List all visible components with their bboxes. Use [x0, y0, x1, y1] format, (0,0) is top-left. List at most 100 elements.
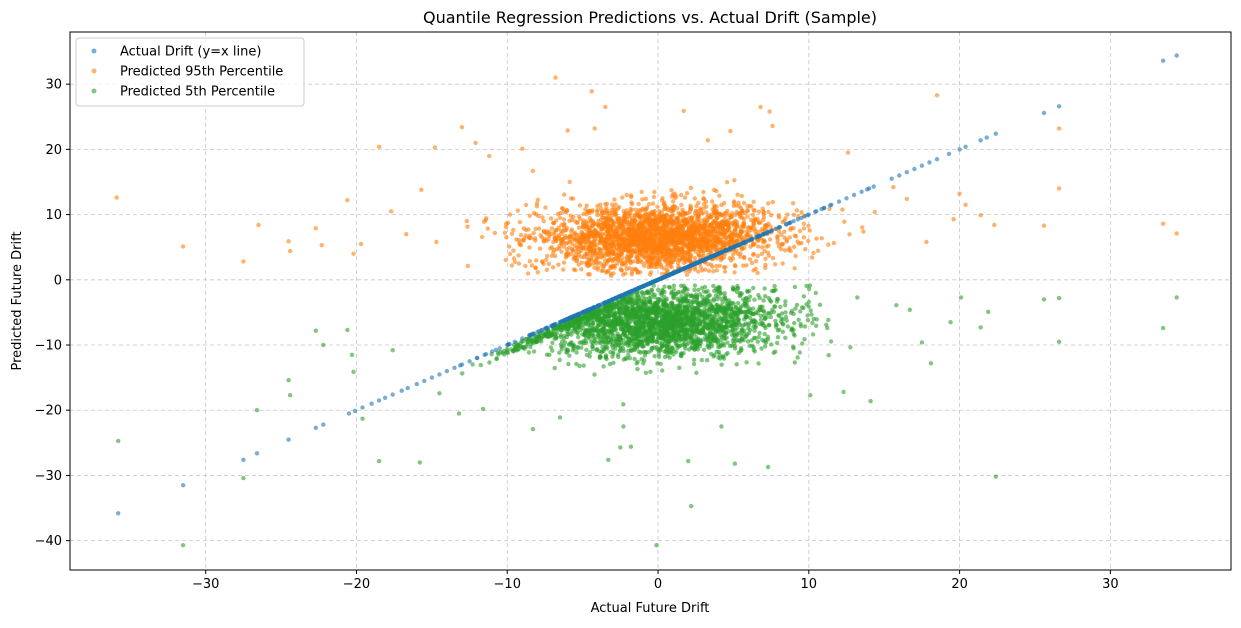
predicted-95th-point — [619, 233, 623, 237]
predicted-95th-point — [794, 234, 798, 238]
predicted-5th-point — [622, 357, 626, 361]
predicted-95th-point — [603, 254, 607, 258]
predicted-95th-point — [680, 226, 684, 230]
predicted-5th-point — [713, 313, 717, 317]
predicted-5th-point — [576, 335, 580, 339]
predicted-95th-point — [524, 233, 528, 237]
predicted-5th-point — [679, 284, 683, 288]
predicted-95th-point — [705, 215, 709, 219]
predicted-95th-point — [680, 208, 684, 212]
predicted-95th-point — [690, 215, 694, 219]
predicted-5th-point — [740, 291, 744, 295]
predicted-5th-point — [553, 366, 557, 370]
predicted-95th-point — [762, 238, 766, 242]
predicted-5th-point — [805, 313, 809, 317]
predicted-95th-point — [320, 243, 324, 247]
predicted-95th-point — [751, 253, 755, 257]
predicted-95th-point — [550, 226, 554, 230]
predicted-95th-point — [351, 252, 355, 256]
predicted-95th-point — [466, 264, 470, 268]
predicted-5th-point — [783, 303, 787, 307]
predicted-95th-point — [710, 222, 714, 226]
predicted-95th-point — [808, 228, 812, 232]
predicted-95th-point — [660, 239, 664, 243]
predicted-95th-point — [562, 236, 566, 240]
predicted-5th-point — [618, 349, 622, 353]
predicted-95th-point — [612, 197, 616, 201]
predicted-5th-point — [705, 358, 709, 362]
predicted-95th-point — [811, 251, 815, 255]
predicted-5th-point — [776, 335, 780, 339]
predicted-95th-point — [629, 200, 633, 204]
predicted-95th-point — [712, 210, 716, 214]
predicted-95th-point — [535, 204, 539, 208]
predicted-95th-point — [518, 220, 522, 224]
predicted-5th-point — [716, 285, 720, 289]
predicted-95th-point — [620, 261, 624, 265]
predicted-5th-point — [636, 360, 640, 364]
predicted-95th-point — [693, 228, 697, 232]
predicted-95th-point — [547, 234, 551, 238]
predicted-5th-point — [681, 342, 685, 346]
predicted-95th-point — [709, 215, 713, 219]
predicted-95th-point — [534, 227, 538, 231]
predicted-95th-point — [665, 255, 669, 259]
predicted-95th-point — [545, 254, 549, 258]
predicted-5th-point — [700, 358, 704, 362]
predicted-95th-point — [760, 245, 764, 249]
predicted-95th-point — [764, 244, 768, 248]
predicted-95th-point — [668, 264, 672, 268]
predicted-5th-point — [709, 336, 713, 340]
predicted-5th-point — [749, 320, 753, 324]
predicted-95th-point — [657, 242, 661, 246]
predicted-95th-point — [543, 205, 547, 209]
predicted-5th-point — [793, 285, 797, 289]
predicted-95th-point — [589, 218, 593, 222]
predicted-95th-point — [705, 230, 709, 234]
predicted-95th-point — [806, 239, 810, 243]
predicted-95th-point — [757, 210, 761, 214]
predicted-95th-point — [612, 230, 616, 234]
predicted-95th-point — [513, 260, 517, 264]
predicted-95th-point — [710, 230, 714, 234]
predicted-5th-point — [792, 321, 796, 325]
predicted-95th-point — [636, 202, 640, 206]
predicted-95th-point — [639, 213, 643, 217]
predicted-95th-point — [569, 196, 573, 200]
predicted-95th-point — [547, 262, 551, 266]
predicted-5th-point — [739, 348, 743, 352]
predicted-95th-point — [528, 259, 532, 263]
predicted-95th-point — [514, 237, 518, 241]
predicted-5th-point — [818, 303, 822, 307]
predicted-95th-point — [686, 220, 690, 224]
predicted-5th-point — [646, 342, 650, 346]
predicted-95th-point — [548, 246, 552, 250]
predicted-95th-point — [679, 203, 683, 207]
predicted-95th-point — [763, 266, 767, 270]
predicted-95th-point — [603, 105, 607, 109]
predicted-5th-point — [752, 298, 756, 302]
predicted-95th-point — [588, 272, 592, 276]
predicted-5th-point — [565, 348, 569, 352]
predicted-5th-point — [621, 328, 625, 332]
predicted-95th-point — [637, 258, 641, 262]
predicted-5th-point — [775, 341, 779, 345]
predicted-95th-point — [534, 258, 538, 262]
predicted-95th-point — [705, 243, 709, 247]
predicted-5th-point — [763, 286, 767, 290]
predicted-5th-point — [681, 289, 685, 293]
predicted-95th-point — [579, 267, 583, 271]
predicted-95th-point — [504, 225, 508, 229]
predicted-95th-point — [722, 265, 726, 269]
predicted-5th-point — [752, 329, 756, 333]
predicted-5th-point — [551, 328, 555, 332]
predicted-95th-point — [286, 239, 290, 243]
predicted-95th-point — [979, 213, 983, 217]
predicted-95th-point — [756, 244, 760, 248]
predicted-95th-point — [632, 226, 636, 230]
predicted-5th-point — [795, 355, 799, 359]
predicted-95th-point — [503, 231, 507, 235]
predicted-95th-point — [549, 216, 553, 220]
predicted-95th-point — [777, 215, 781, 219]
predicted-5th-point — [585, 353, 589, 357]
